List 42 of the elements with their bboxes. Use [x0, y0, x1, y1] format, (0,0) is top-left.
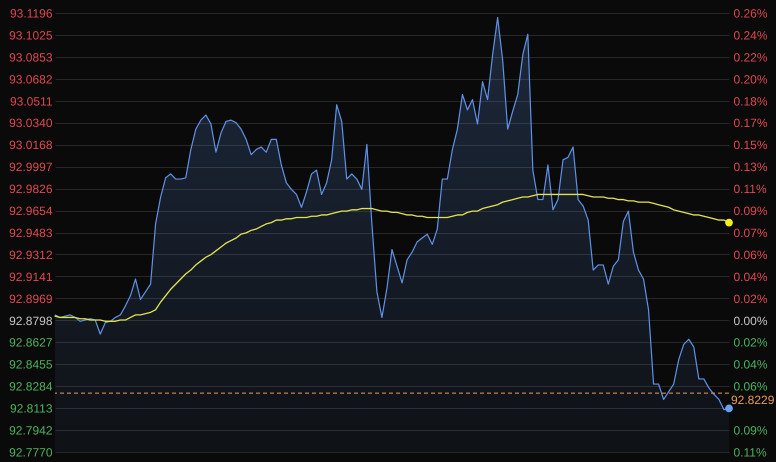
y-tick-label: 92.8455 — [9, 358, 53, 372]
y-tick-label: 92.9312 — [9, 248, 53, 262]
y-tick-label: 92.8284 — [9, 380, 53, 394]
y-tick-label: 92.9483 — [9, 226, 53, 240]
y2-tick-label: 0.07% — [734, 226, 768, 240]
y2-tick-label: 0.06% — [734, 380, 768, 394]
y2-tick-label: 0.22% — [734, 50, 768, 64]
y-tick-label: 92.8627 — [9, 336, 53, 350]
y-tick-label: 93.0168 — [9, 138, 53, 152]
y-tick-label: 92.8113 — [10, 402, 53, 416]
y-tick-label: 93.0511 — [10, 94, 53, 108]
y2-tick-label: 0.20% — [734, 72, 768, 86]
y2-tick-label: 0.26% — [734, 6, 768, 20]
y2-tick-label: 0.11% — [734, 182, 767, 196]
y2-tick-label: 0.06% — [734, 248, 768, 262]
y-tick-label: 93.0853 — [9, 50, 53, 64]
y-tick-label: 92.9141 — [9, 270, 53, 284]
y-tick-label: 92.8969 — [9, 292, 53, 306]
y2-tick-label: 0.04% — [734, 270, 768, 284]
y2-tick-label: 0.04% — [734, 358, 768, 372]
y2-tick-label: 0.09% — [734, 423, 768, 438]
y2-tick-label: 0.02% — [734, 292, 768, 306]
y2-tick-label: 0.13% — [734, 160, 768, 174]
y-tick-label: 93.0682 — [9, 72, 53, 86]
y-tick-label: 92.9997 — [9, 160, 53, 174]
y-tick-label: 92.9654 — [9, 204, 53, 218]
y2-tick-label: 0.11% — [734, 446, 767, 460]
y-tick-label: 93.1025 — [9, 28, 53, 42]
y2-tick-label: 0.09% — [734, 204, 768, 218]
y-tick-label: 93.0340 — [9, 116, 53, 130]
y2-tick-label: 0.02% — [734, 336, 768, 350]
y-tick-label: 92.9826 — [9, 182, 53, 196]
y2-tick-label: 0.15% — [734, 138, 768, 152]
y2-tick-label: 0.24% — [734, 28, 768, 43]
ref-line-label: 92.8229 — [731, 393, 775, 408]
y-tick-label: 92.8798 — [9, 314, 53, 328]
y-tick-label: 92.7770 — [9, 446, 53, 460]
y-tick-label: 93.1196 — [10, 6, 53, 20]
y2-tick-label: 0.17% — [734, 116, 768, 130]
y2-tick-label: 0.00% — [734, 314, 768, 328]
y2-tick-label: 0.18% — [734, 94, 768, 108]
y-tick-label: 92.7942 — [9, 423, 53, 438]
